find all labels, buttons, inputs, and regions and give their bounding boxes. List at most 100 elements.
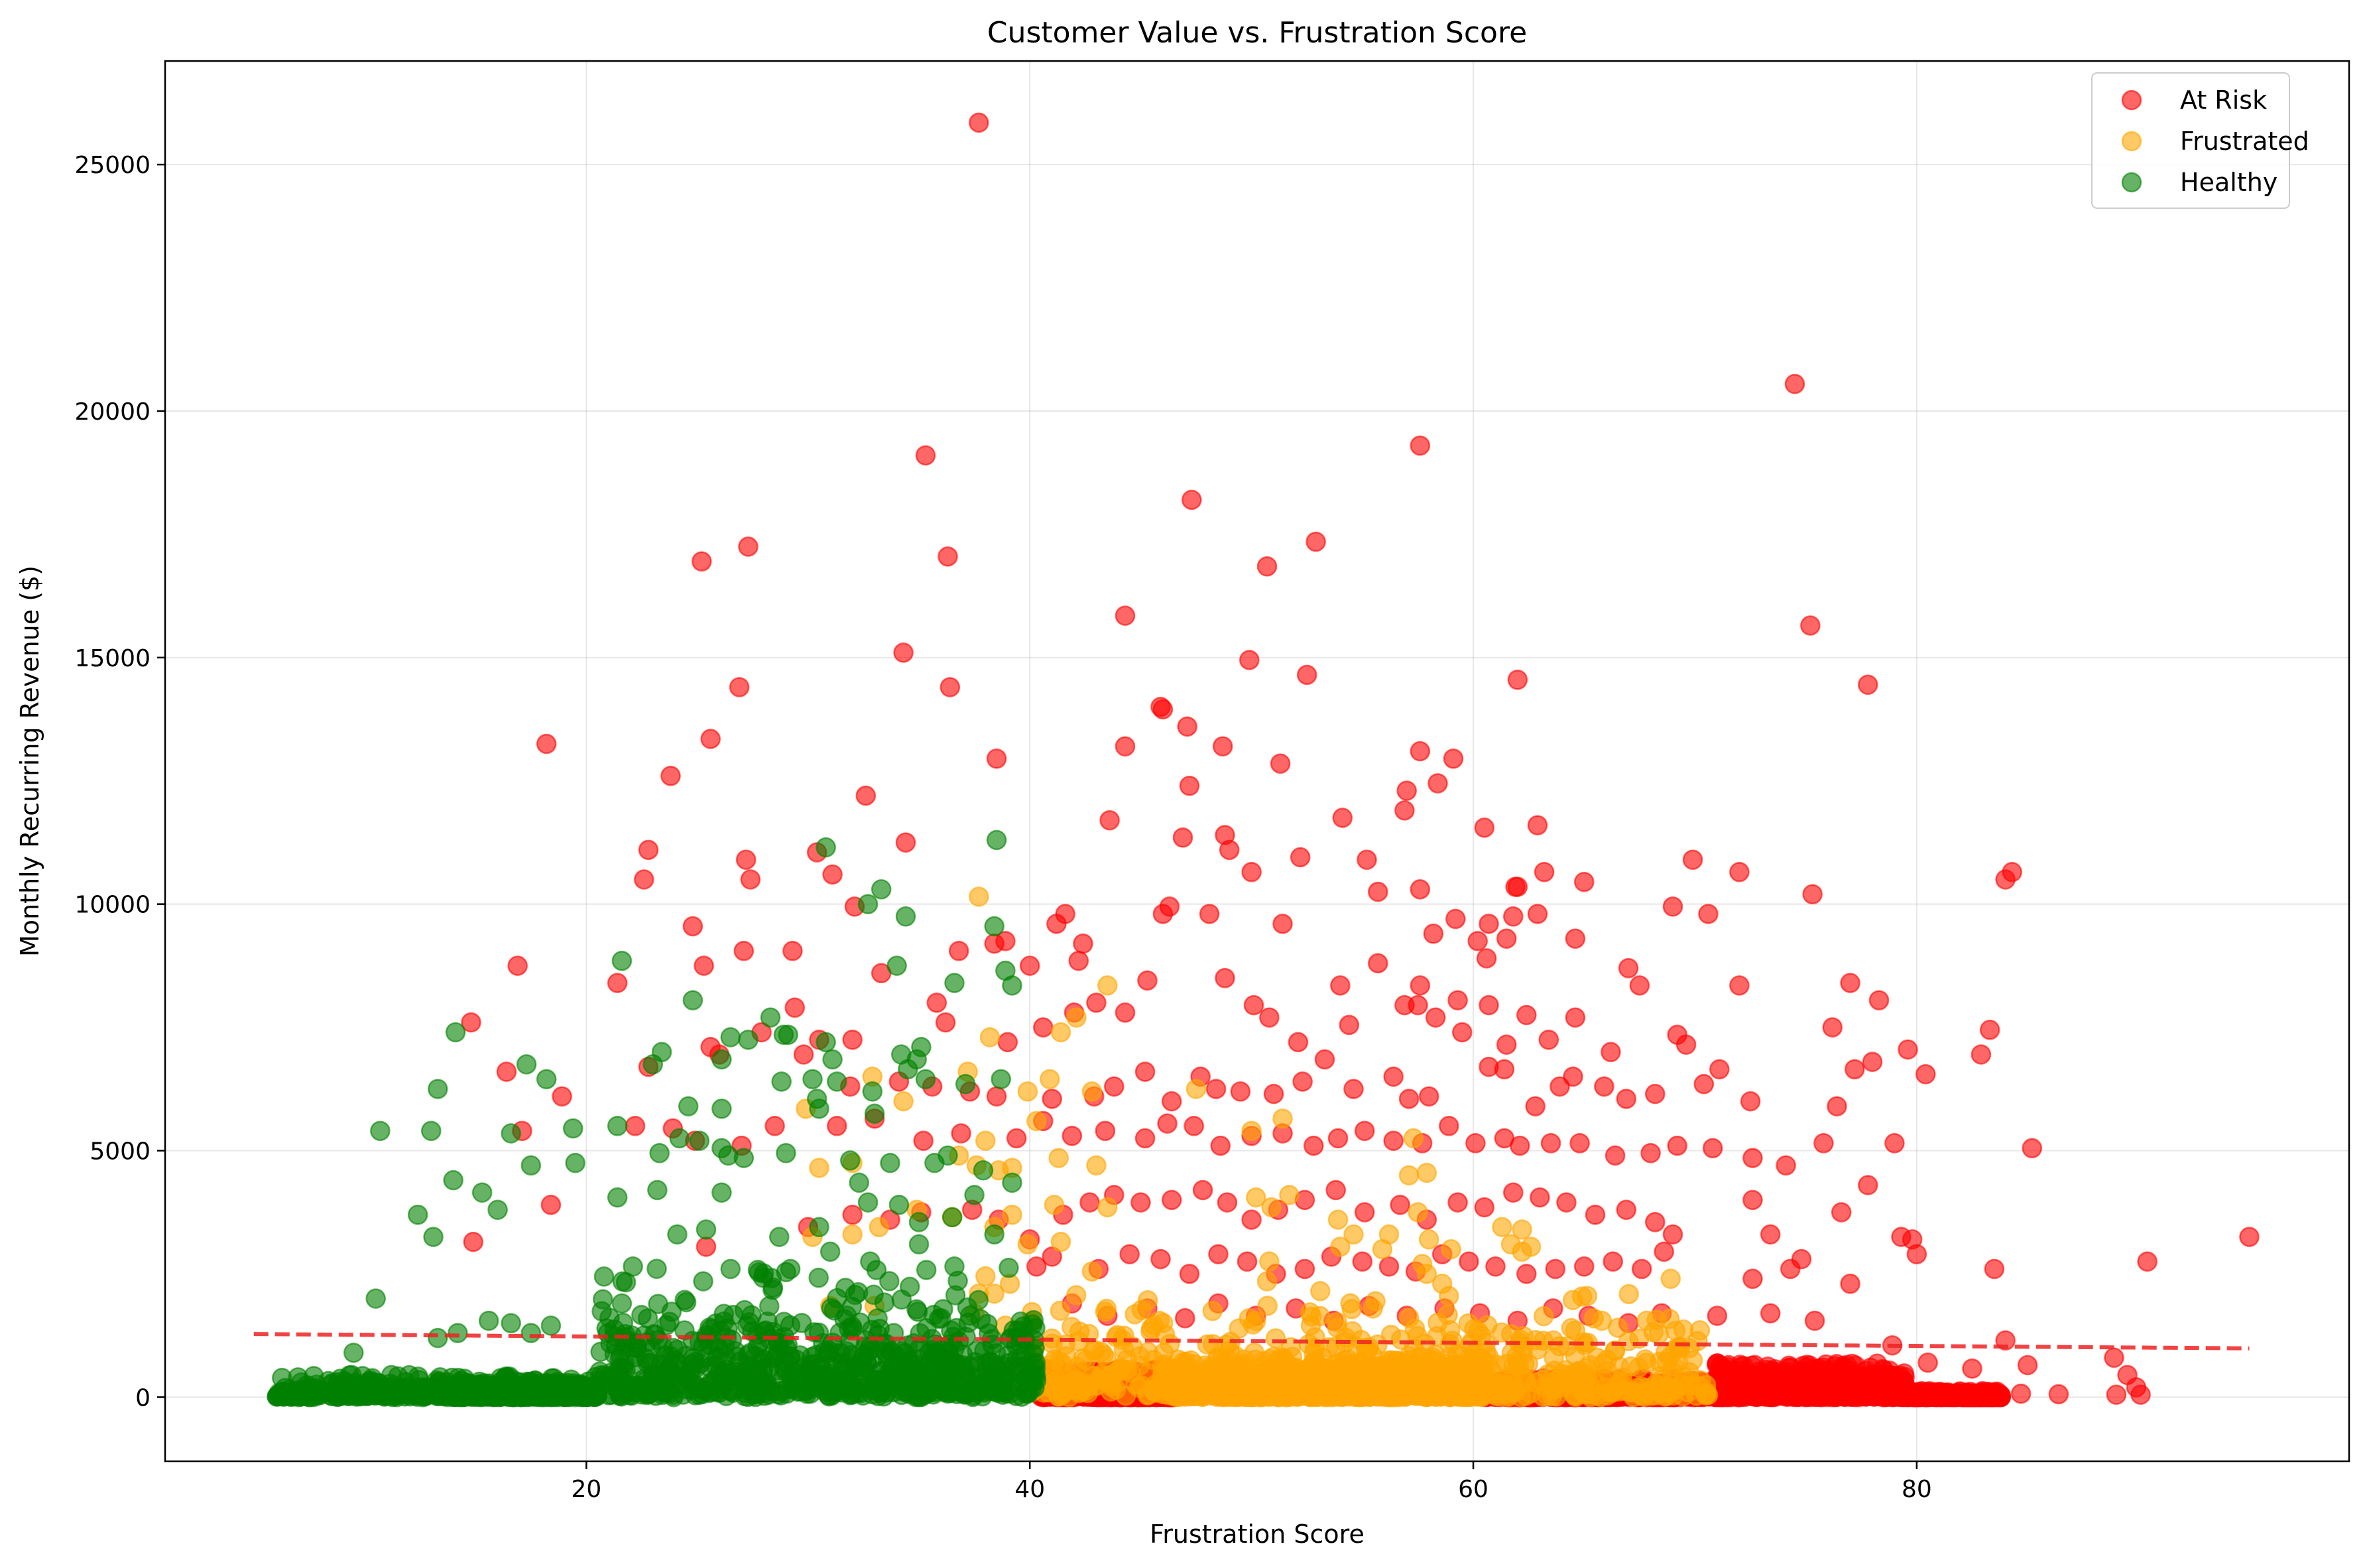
data-point	[1215, 967, 1235, 989]
data-point	[1496, 928, 1517, 949]
data-point	[1093, 1344, 1114, 1365]
data-point	[1192, 1179, 1213, 1201]
data-point	[1984, 1258, 2005, 1280]
data-point	[1354, 1120, 1375, 1141]
data-point	[1452, 1022, 1473, 1043]
data-point	[1115, 736, 1136, 756]
data-point	[1134, 1128, 1156, 1149]
data-point	[1516, 1004, 1537, 1026]
data-point	[1538, 1029, 1559, 1050]
data-point	[1986, 1384, 2007, 1405]
data-point	[1693, 1073, 1715, 1095]
data-point	[634, 869, 654, 890]
data-point	[1971, 1044, 1992, 1065]
data-point	[625, 1116, 646, 1136]
data-point	[1854, 1377, 1874, 1398]
data-point	[938, 546, 958, 567]
data-point	[1906, 1244, 1927, 1264]
data-point	[1099, 810, 1120, 831]
data-point	[997, 1032, 1018, 1053]
data-point	[1292, 1071, 1313, 1092]
data-point	[1662, 896, 1683, 917]
data-point	[1465, 1133, 1486, 1154]
data-point	[1175, 1308, 1195, 1329]
data-point	[1265, 1328, 1286, 1349]
data-point	[1868, 990, 1890, 1010]
data-point	[895, 832, 916, 853]
data-point	[1474, 1197, 1495, 1218]
data-point	[1172, 827, 1193, 848]
data-point	[1695, 1385, 1717, 1406]
data-point	[1565, 1007, 1586, 1028]
data-point	[764, 1116, 785, 1136]
data-point	[1073, 1348, 1093, 1369]
data-point	[1212, 736, 1233, 756]
data-point	[1742, 1189, 1763, 1211]
data-point	[827, 1116, 847, 1136]
data-point	[1161, 1091, 1182, 1112]
data-point	[1263, 1083, 1284, 1105]
data-point	[1995, 869, 2016, 890]
data-point	[1257, 1296, 1278, 1316]
data-point	[1343, 1079, 1364, 1099]
data-point	[1327, 1128, 1349, 1149]
data-point	[1840, 973, 1860, 993]
data-point	[1447, 990, 1468, 1010]
data-point	[1729, 975, 1750, 996]
data-point	[986, 749, 1007, 769]
data-point	[607, 973, 628, 993]
data-point	[1618, 1284, 1639, 1305]
data-point	[1046, 1378, 1067, 1400]
data-point	[1479, 914, 1499, 934]
data-point	[1152, 904, 1174, 924]
data-point	[1845, 1059, 1865, 1080]
data-point	[1115, 605, 1136, 626]
data-point	[822, 864, 843, 885]
data-point	[1459, 1251, 1479, 1272]
data-point	[1046, 914, 1067, 934]
data-point	[696, 1236, 717, 1257]
data-point	[1033, 1017, 1054, 1038]
data-point	[1572, 1368, 1593, 1390]
data-point	[1447, 1192, 1468, 1213]
data-point	[1629, 975, 1650, 996]
data-point	[1800, 615, 1821, 636]
data-point	[1219, 839, 1240, 861]
data-point	[915, 445, 936, 466]
data-point	[1760, 1303, 1781, 1324]
data-point	[1565, 928, 1586, 949]
data-point	[1594, 1076, 1614, 1097]
data-point	[842, 1204, 863, 1225]
data-point	[1840, 1274, 1860, 1294]
data-point	[1294, 1258, 1315, 1280]
data-point	[1915, 1063, 1936, 1085]
data-point	[784, 997, 805, 1018]
data-point	[733, 941, 755, 961]
data-point	[1618, 958, 1639, 979]
data-point	[692, 551, 712, 572]
data-point	[2010, 1383, 2032, 1404]
data-point	[1668, 1337, 1689, 1358]
data-point	[1243, 995, 1264, 1016]
data-point	[1042, 1089, 1062, 1109]
data-point	[1648, 1324, 1669, 1345]
data-point	[1383, 1130, 1404, 1151]
data-point	[1949, 1382, 1969, 1403]
data-point	[1410, 435, 1431, 456]
data-point	[1574, 1256, 1595, 1277]
data-point	[1241, 862, 1262, 882]
data-point	[1050, 1300, 1071, 1321]
data-point	[1616, 1199, 1637, 1220]
data-point	[1368, 953, 1388, 974]
data-point	[1119, 1244, 1140, 1264]
data-point	[1590, 1386, 1611, 1408]
data-point	[1304, 1135, 1324, 1156]
data-point	[1760, 1224, 1781, 1245]
data-point	[1335, 1327, 1356, 1349]
data-point	[1698, 904, 1719, 924]
data-point	[1184, 1116, 1204, 1136]
data-point	[1831, 1202, 1852, 1223]
data-point	[1423, 924, 1444, 944]
data-point	[1530, 1187, 1550, 1208]
